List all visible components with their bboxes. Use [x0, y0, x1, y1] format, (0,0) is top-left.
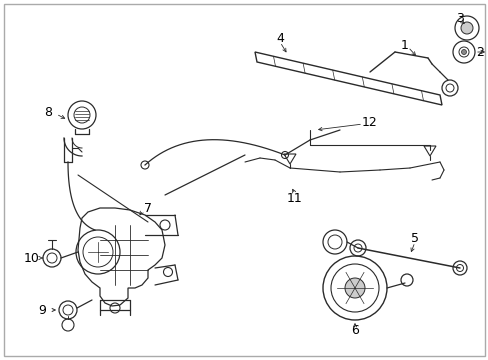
- Text: 12: 12: [362, 116, 377, 129]
- Text: 2: 2: [475, 45, 483, 59]
- Text: 11: 11: [286, 192, 302, 204]
- Text: 6: 6: [350, 324, 358, 337]
- Circle shape: [345, 278, 364, 298]
- Polygon shape: [78, 208, 164, 306]
- Circle shape: [460, 22, 472, 34]
- Text: 10: 10: [24, 252, 40, 265]
- Text: 4: 4: [276, 32, 284, 45]
- Text: 9: 9: [38, 303, 46, 316]
- Polygon shape: [254, 52, 441, 105]
- Polygon shape: [284, 154, 295, 164]
- Text: 3: 3: [455, 12, 463, 24]
- Polygon shape: [423, 146, 435, 156]
- Text: 5: 5: [410, 231, 418, 244]
- Text: 7: 7: [143, 202, 152, 215]
- Text: 8: 8: [44, 105, 52, 118]
- Text: 1: 1: [400, 39, 408, 51]
- Circle shape: [461, 50, 466, 54]
